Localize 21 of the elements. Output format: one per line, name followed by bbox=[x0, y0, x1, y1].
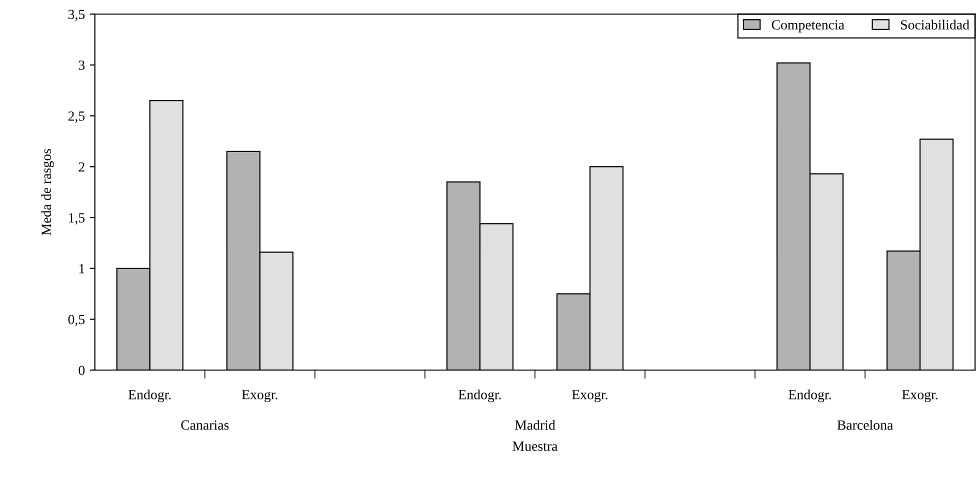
text: Barcelona bbox=[837, 420, 893, 430]
y-tick-label: 1,5 bbox=[69, 213, 85, 225]
legend-label: Sociabilidad bbox=[901, 20, 970, 30]
y-tick-label: 1 bbox=[79, 264, 84, 274]
x-tick-label: Endogr. bbox=[458, 390, 501, 402]
y-tick-label: 3,5 bbox=[68, 10, 85, 22]
y-axis-title: Meda de rasgos bbox=[41, 149, 54, 236]
y-tick-label: 3 bbox=[78, 60, 85, 70]
text: Canarias bbox=[181, 420, 229, 430]
text: Madrid bbox=[514, 420, 556, 430]
y-tick-label: 0,5 bbox=[68, 314, 85, 326]
y-tick-label: 2,5 bbox=[68, 111, 85, 123]
x-tick-label: Endogr. bbox=[128, 390, 171, 402]
x-tick-label: Endogr. bbox=[788, 390, 831, 402]
y-tick-label: 0 bbox=[78, 366, 85, 376]
x-tick-label: Exogr. bbox=[572, 390, 608, 402]
x-tick-label: Exogr. bbox=[242, 390, 278, 402]
y-tick-label: 2 bbox=[78, 162, 84, 172]
x-axis-title: Muestra bbox=[512, 442, 558, 451]
legend-label: Competencia bbox=[772, 20, 844, 32]
x-tick-label: Exogr. bbox=[902, 390, 938, 402]
